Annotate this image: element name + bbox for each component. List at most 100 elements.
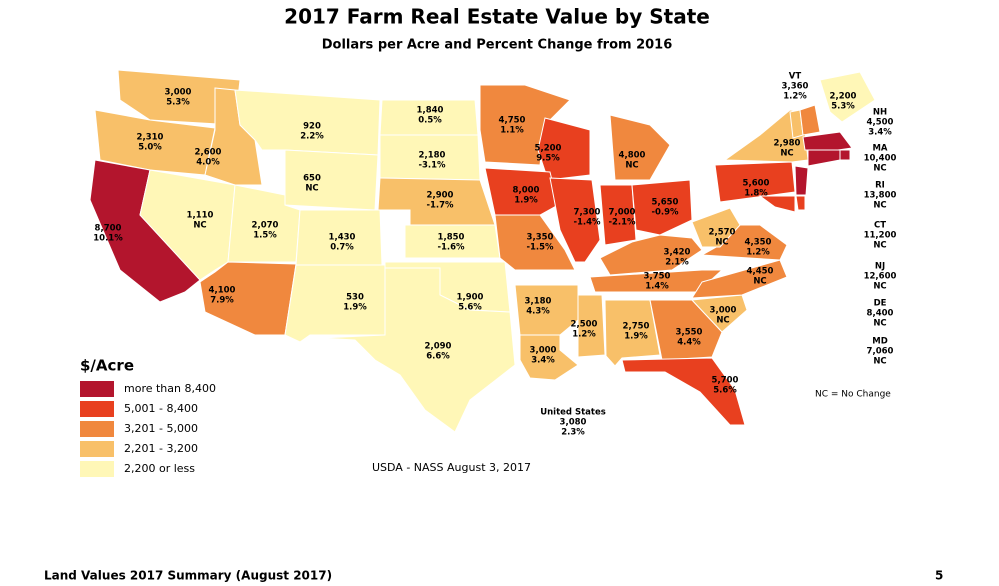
state-value: 5,650 <box>652 198 679 208</box>
state-change: 1.9% <box>343 303 367 313</box>
state-value: 2,070 <box>252 221 279 231</box>
state-change: -0.9% <box>651 208 679 218</box>
state <box>807 149 841 167</box>
state-change: -1.5% <box>526 243 554 253</box>
state <box>691 259 788 299</box>
state-change: -1.4% <box>573 218 601 228</box>
footer-title: Land Values 2017 Summary (August 2017) <box>44 569 332 583</box>
state-change: 1.2% <box>746 248 770 258</box>
state-value: 4,500 <box>867 118 894 128</box>
state-value: 2,600 <box>195 148 222 158</box>
state-change: 1.1% <box>500 126 524 136</box>
state-value: 3,000 <box>530 346 557 356</box>
state-change: NC <box>873 357 886 367</box>
state-value: 7,300 <box>574 208 601 218</box>
state-change: 5.0% <box>138 143 162 153</box>
state-change: NC <box>305 184 318 194</box>
state-change: -2.1% <box>608 218 636 228</box>
state <box>839 149 851 161</box>
state-change: 1.5% <box>253 231 277 241</box>
state-value: 2,180 <box>419 151 446 161</box>
state-value: 4,750 <box>499 116 526 126</box>
state-change: 0.5% <box>418 116 442 126</box>
state-value: 1,430 <box>329 233 356 243</box>
legend-swatch <box>80 461 114 477</box>
state-change: 1.4% <box>645 282 669 292</box>
state-value: 3,000 <box>165 88 192 98</box>
state-change: NC <box>716 316 729 326</box>
state <box>537 117 591 181</box>
state-value: 3,360 <box>782 82 809 92</box>
state <box>549 177 601 263</box>
legend-swatch <box>80 381 114 397</box>
state <box>514 284 579 336</box>
source: USDA - NASS August 3, 2017 <box>372 461 531 474</box>
legend-label: 3,201 - 5,000 <box>124 422 198 435</box>
note: NC = No Change <box>815 390 891 400</box>
state-value: 2,570 <box>709 228 736 238</box>
state-value: 1,110 <box>187 211 214 221</box>
state-change: NC <box>780 149 793 159</box>
state-value: 920 <box>303 122 321 132</box>
state <box>117 69 241 126</box>
state-value: 4,350 <box>745 238 772 248</box>
legend-label: 5,001 - 8,400 <box>124 402 198 415</box>
state <box>484 167 559 216</box>
state-change: 5.6% <box>713 386 737 396</box>
state <box>795 195 806 211</box>
state-value: 2,090 <box>425 342 452 352</box>
state-value: 8,700 <box>95 224 122 234</box>
state <box>234 89 381 156</box>
legend-title: $/Acre <box>80 357 134 375</box>
state <box>599 234 703 276</box>
state-value: 1,900 <box>457 293 484 303</box>
state <box>799 104 821 136</box>
state-value: 7,060 <box>867 347 894 357</box>
state-change: 1.8% <box>744 189 768 199</box>
state-change: 1.9% <box>624 332 648 342</box>
state <box>649 299 723 361</box>
state-change: NC <box>715 238 728 248</box>
state-change: NC <box>873 319 886 329</box>
state-value: 2,980 <box>774 139 801 149</box>
page-number: 5 <box>935 569 943 583</box>
state-change: 1.2% <box>572 330 596 340</box>
state-value: 10,400 <box>864 154 897 164</box>
state-change: 0.7% <box>330 243 354 253</box>
state-value: 5,700 <box>712 376 739 386</box>
state-value: 8,000 <box>513 186 540 196</box>
state-change: 1.2% <box>783 92 807 102</box>
state-value: 11,200 <box>864 231 897 241</box>
state <box>631 179 693 236</box>
state-change: NC <box>753 277 766 287</box>
state-value: 2,200 <box>830 92 857 102</box>
state-value: 3,180 <box>525 297 552 307</box>
state-change: 7.9% <box>210 296 234 306</box>
state-change: NC <box>873 241 886 251</box>
state <box>284 149 379 211</box>
state <box>284 264 386 343</box>
state <box>319 267 516 433</box>
state-name: MD <box>872 337 888 347</box>
state-value: 4,100 <box>209 286 236 296</box>
state-change: 3.4% <box>531 356 555 366</box>
legend-label: 2,200 or less <box>124 462 195 475</box>
state-value: 2,310 <box>137 133 164 143</box>
state <box>519 334 579 381</box>
state-value: 2,900 <box>427 191 454 201</box>
state-change: 9.5% <box>536 154 560 164</box>
title: 2017 Farm Real Estate Value by State <box>284 5 710 29</box>
state-value: 4,800 <box>619 151 646 161</box>
legend-swatch <box>80 401 114 417</box>
state-change: 4.4% <box>677 338 701 348</box>
state <box>690 294 748 333</box>
state-change: 1.9% <box>514 196 538 206</box>
state-name: MA <box>872 144 887 154</box>
state-change: 4.0% <box>196 158 220 168</box>
state-value: 7,000 <box>609 208 636 218</box>
state <box>819 71 876 123</box>
legend-label: more than 8,400 <box>124 382 216 395</box>
state-name: CT <box>874 221 886 231</box>
state <box>714 161 796 203</box>
